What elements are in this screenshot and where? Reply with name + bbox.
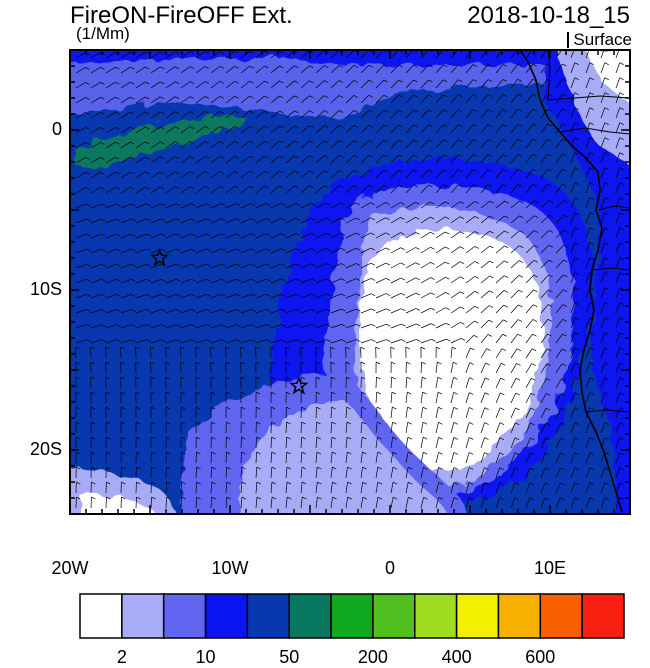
colorbar-swatch (80, 594, 122, 638)
colorbar-swatch (582, 594, 624, 638)
colorbar-swatch (122, 594, 164, 638)
colorbar-swatch (247, 594, 289, 638)
lat-tick-label: 10S (30, 279, 62, 300)
colorbar-tick-label: 600 (525, 647, 555, 668)
colorbar-swatch (498, 594, 540, 638)
colorbar-tick-label: 10 (196, 647, 216, 668)
colorbar-swatch (415, 594, 457, 638)
colorbar-swatch (206, 594, 248, 638)
lat-tick-label: 20S (30, 439, 62, 460)
lon-tick-label: 20W (51, 558, 88, 579)
colorbar-swatch (457, 594, 499, 638)
colorbar-swatch (331, 594, 373, 638)
colorbar-tick-label: 2 (117, 647, 127, 668)
colorbar-tick-label: 400 (442, 647, 472, 668)
colorbar-tick-label: 200 (358, 647, 388, 668)
colorbar (80, 594, 624, 638)
extinction-field (60, 40, 640, 525)
colorbar-swatch (373, 594, 415, 638)
lon-tick-label: 10W (211, 558, 248, 579)
lat-tick-label: 0 (52, 119, 62, 140)
colorbar-swatch (164, 594, 206, 638)
colorbar-swatch (540, 594, 582, 638)
colorbar-tick-label: 50 (279, 647, 299, 668)
colorbar-swatch (289, 594, 331, 638)
lon-tick-label: 0 (385, 558, 395, 579)
lon-tick-label: 10E (534, 558, 566, 579)
